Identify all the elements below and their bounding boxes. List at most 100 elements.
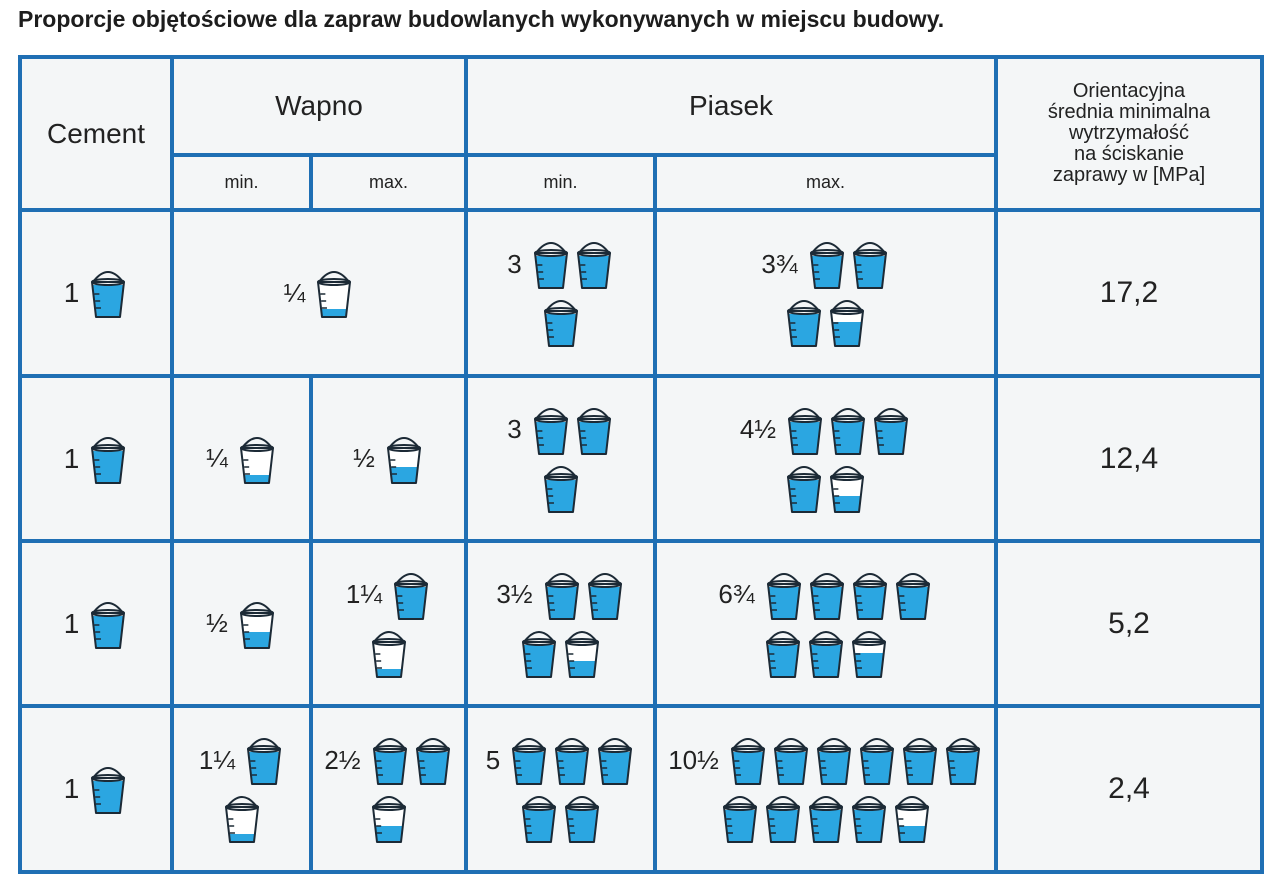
cell: 3 bbox=[468, 378, 653, 539]
bucket-row: 4½ bbox=[740, 403, 911, 457]
bucket bbox=[565, 630, 599, 678]
bucket bbox=[371, 796, 406, 843]
cell: 1¼ bbox=[174, 708, 309, 870]
cell: 1¼ bbox=[313, 543, 464, 704]
cell: max. bbox=[313, 157, 464, 208]
cell: max. bbox=[657, 157, 994, 208]
cell: 4½ bbox=[657, 378, 994, 539]
cell: ½ bbox=[174, 543, 309, 704]
bucket bbox=[852, 572, 887, 620]
cell: min. bbox=[174, 157, 309, 208]
cell: 1 bbox=[22, 378, 170, 539]
amount-label: 1 bbox=[63, 607, 80, 639]
cell: Piasek bbox=[468, 59, 994, 153]
cell: 10½ bbox=[657, 708, 994, 870]
bucket bbox=[830, 465, 864, 513]
bucket bbox=[543, 300, 578, 347]
title: Proporcje objętościowe dla zapraw budowl… bbox=[18, 6, 945, 32]
bucket bbox=[894, 796, 929, 843]
bucket bbox=[773, 738, 808, 785]
bucket bbox=[386, 436, 421, 484]
amount-label: 3½ bbox=[496, 579, 533, 609]
header-line: średnia minimalna bbox=[1047, 101, 1211, 123]
header-line: zaprawy w [MPa] bbox=[1052, 164, 1206, 186]
bucket bbox=[394, 572, 429, 620]
cell: Orientacyjna średnia minimalna wytrzymałoś… bbox=[998, 59, 1260, 208]
bucket-row bbox=[784, 295, 867, 349]
bucket bbox=[598, 738, 633, 785]
cell: 6¾ bbox=[657, 543, 994, 704]
cell: 5 bbox=[468, 708, 653, 870]
bucket bbox=[765, 796, 800, 843]
table: Cement Wapno Piasek Orientacyjna średnia min… bbox=[18, 55, 1264, 874]
cell: 3 bbox=[468, 212, 653, 374]
bucket bbox=[224, 796, 259, 843]
bucket bbox=[239, 601, 274, 649]
bucket-row bbox=[720, 791, 932, 845]
bucket-row: 3½ bbox=[496, 568, 624, 622]
subheader-cell: min. bbox=[543, 172, 578, 192]
bucket bbox=[902, 738, 937, 785]
header-cell: Cement bbox=[46, 117, 146, 149]
bucket bbox=[91, 271, 126, 318]
bucket-row: 3¾ bbox=[761, 237, 889, 291]
bucket-row: 1 bbox=[64, 266, 129, 320]
bucket bbox=[415, 738, 450, 785]
cell: 1 bbox=[22, 708, 170, 870]
bucket bbox=[91, 767, 126, 814]
strength-value: 2,4 bbox=[1108, 772, 1150, 805]
bucket bbox=[809, 572, 844, 620]
bucket bbox=[808, 796, 843, 843]
cell: 3¾ bbox=[657, 212, 994, 374]
bucket bbox=[808, 630, 843, 678]
bucket bbox=[831, 407, 866, 455]
cell: ½ bbox=[313, 378, 464, 539]
bucket bbox=[555, 738, 590, 785]
strength-value: 12,4 bbox=[1099, 441, 1159, 475]
bucket-row: 1¼ bbox=[199, 733, 284, 787]
bucket bbox=[851, 630, 886, 678]
bucket-row bbox=[519, 626, 602, 680]
bucket-row: 1¼ bbox=[346, 568, 431, 622]
cell: 5,2 bbox=[998, 543, 1260, 704]
amount-label: 10½ bbox=[668, 744, 719, 775]
bucket-row: 3 bbox=[507, 403, 613, 457]
amount-label: ½ bbox=[206, 608, 228, 638]
bucket-row: 2½ bbox=[324, 733, 452, 787]
bucket bbox=[587, 572, 622, 620]
strength-value: 17,2 bbox=[1099, 276, 1159, 309]
bucket-row bbox=[519, 791, 602, 845]
bucket bbox=[317, 271, 352, 318]
bucket bbox=[874, 407, 909, 455]
bucket bbox=[522, 630, 556, 678]
bucket-row: ½ bbox=[206, 597, 277, 651]
bucket bbox=[371, 630, 406, 678]
bucket bbox=[859, 738, 894, 785]
bucket bbox=[576, 242, 611, 289]
bucket bbox=[722, 796, 757, 843]
bucket-row: ¼ bbox=[284, 266, 355, 320]
strength-value: 5,2 bbox=[1108, 606, 1150, 640]
bucket bbox=[852, 242, 887, 289]
bucket bbox=[522, 796, 556, 843]
amount-label: 1¼ bbox=[198, 744, 236, 775]
bucket-row bbox=[369, 791, 409, 845]
amount-label: 3 bbox=[507, 414, 522, 444]
cell: 2½ bbox=[313, 708, 464, 870]
amount-label: 1¼ bbox=[345, 579, 383, 609]
bucket bbox=[851, 796, 886, 843]
cell: ¼ bbox=[174, 378, 309, 539]
amount-label: 6¾ bbox=[718, 579, 755, 609]
bucket bbox=[830, 300, 864, 347]
bucket bbox=[533, 407, 568, 455]
bucket bbox=[565, 796, 599, 843]
bucket bbox=[730, 738, 765, 785]
bucket bbox=[945, 738, 980, 785]
bucket-row: 3 bbox=[507, 237, 613, 291]
bucket bbox=[543, 465, 578, 513]
bucket-row bbox=[541, 461, 581, 515]
subheader-cell: max. bbox=[805, 172, 845, 192]
bucket-row: 1 bbox=[64, 762, 129, 816]
cell: Cement bbox=[22, 59, 170, 208]
